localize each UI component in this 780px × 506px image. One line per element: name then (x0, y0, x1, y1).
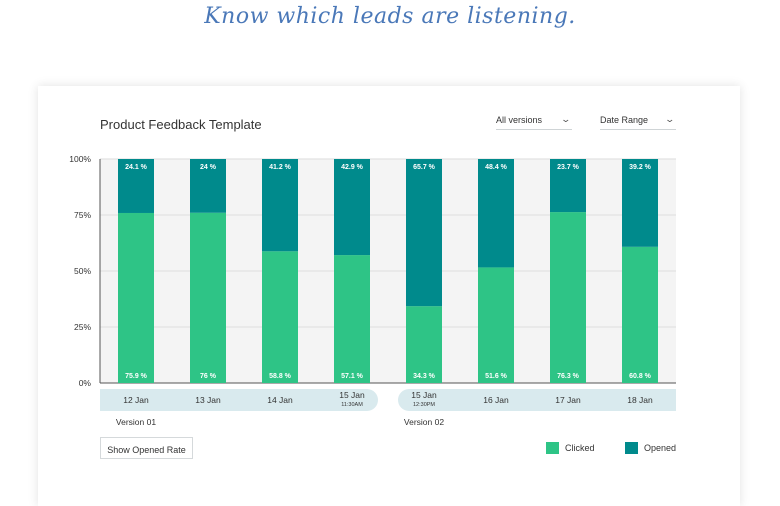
bar-clicked (622, 246, 658, 383)
bar-clicked (550, 212, 586, 383)
bar-opened (550, 159, 586, 213)
y-tick-label: 100% (69, 154, 91, 164)
show-opened-rate-button[interactable]: Show Opened Rate (100, 437, 193, 459)
version-band (100, 389, 378, 411)
date-range-dropdown[interactable]: Date Range ⌄ (600, 113, 676, 130)
legend-opened-label: Opened (644, 443, 677, 453)
data-label-opened: 24 % (200, 164, 217, 171)
data-label-opened: 24.1 % (125, 164, 148, 171)
data-label-clicked: 60.8 % (629, 373, 652, 380)
bar-opened (334, 159, 370, 256)
data-label-clicked: 75.9 % (125, 373, 148, 380)
bar-opened (190, 159, 226, 213)
data-label-clicked: 57.1 % (341, 373, 364, 380)
x-tick-label: 12 Jan (123, 395, 149, 405)
bar-clicked (262, 251, 298, 383)
version-band-edge (662, 389, 676, 411)
legend-clicked-label: Clicked (565, 443, 595, 453)
data-label-opened: 42.9 % (341, 164, 364, 171)
data-label-clicked: 34.3 % (413, 373, 436, 380)
bar-opened (406, 159, 442, 307)
chart-title: Product Feedback Template (100, 117, 262, 132)
x-tick-label: 14 Jan (267, 395, 293, 405)
bar-clicked (190, 212, 226, 383)
bar-clicked (406, 306, 442, 383)
x-tick-label: 15 Jan (339, 390, 365, 400)
x-tick-sublabel: 12:30PM (413, 402, 435, 408)
bar-clicked (334, 255, 370, 383)
x-tick-label: 15 Jan (411, 390, 437, 400)
version-band-edge (100, 389, 114, 411)
data-label-opened: 39.2 % (629, 164, 652, 171)
y-tick-label: 50% (74, 266, 91, 276)
version-label: Version 01 (116, 417, 156, 427)
data-label-clicked: 58.8 % (269, 373, 292, 380)
legend-opened-swatch (625, 442, 638, 454)
x-tick-label: 13 Jan (195, 395, 221, 405)
version-band (398, 389, 676, 411)
data-label-opened: 48.4 % (485, 164, 508, 171)
data-label-clicked: 76.3 % (557, 373, 580, 380)
data-label-opened: 65.7 % (413, 164, 436, 171)
bar-opened (262, 159, 298, 252)
chevron-down-icon: ⌄ (560, 114, 572, 124)
version-label: Version 02 (404, 417, 444, 427)
y-tick-label: 0% (79, 378, 92, 388)
chart-card: Product Feedback Template All versions ⌄… (38, 86, 740, 506)
bar-opened (478, 159, 514, 268)
x-tick-label: 18 Jan (627, 395, 653, 405)
bar-clicked (118, 212, 154, 383)
x-tick-label: 17 Jan (555, 395, 581, 405)
tagline: Know which leads are listening. (204, 4, 576, 29)
legend-clicked-swatch (546, 442, 559, 454)
data-label-clicked: 51.6 % (485, 373, 508, 380)
data-label-clicked: 76 % (200, 373, 217, 380)
date-range-dropdown-label: Date Range (600, 115, 649, 125)
data-label-opened: 23.7 % (557, 164, 580, 171)
bar-clicked (478, 267, 514, 383)
bar-opened (118, 159, 154, 213)
x-tick-label: 16 Jan (483, 395, 509, 405)
data-label-opened: 41.2 % (269, 164, 292, 171)
chevron-down-icon: ⌄ (664, 114, 676, 124)
versions-dropdown-label: All versions (496, 115, 543, 125)
stacked-bar-chart: 100% 75% 50% 25% 0% Version 01 Version 02 24.1 … (69, 154, 676, 427)
y-tick-label: 75% (74, 210, 91, 220)
bar-opened (622, 159, 658, 247)
y-tick-label: 25% (74, 322, 91, 332)
versions-dropdown[interactable]: All versions ⌄ (496, 113, 572, 130)
x-tick-sublabel: 11:30AM (341, 402, 363, 408)
